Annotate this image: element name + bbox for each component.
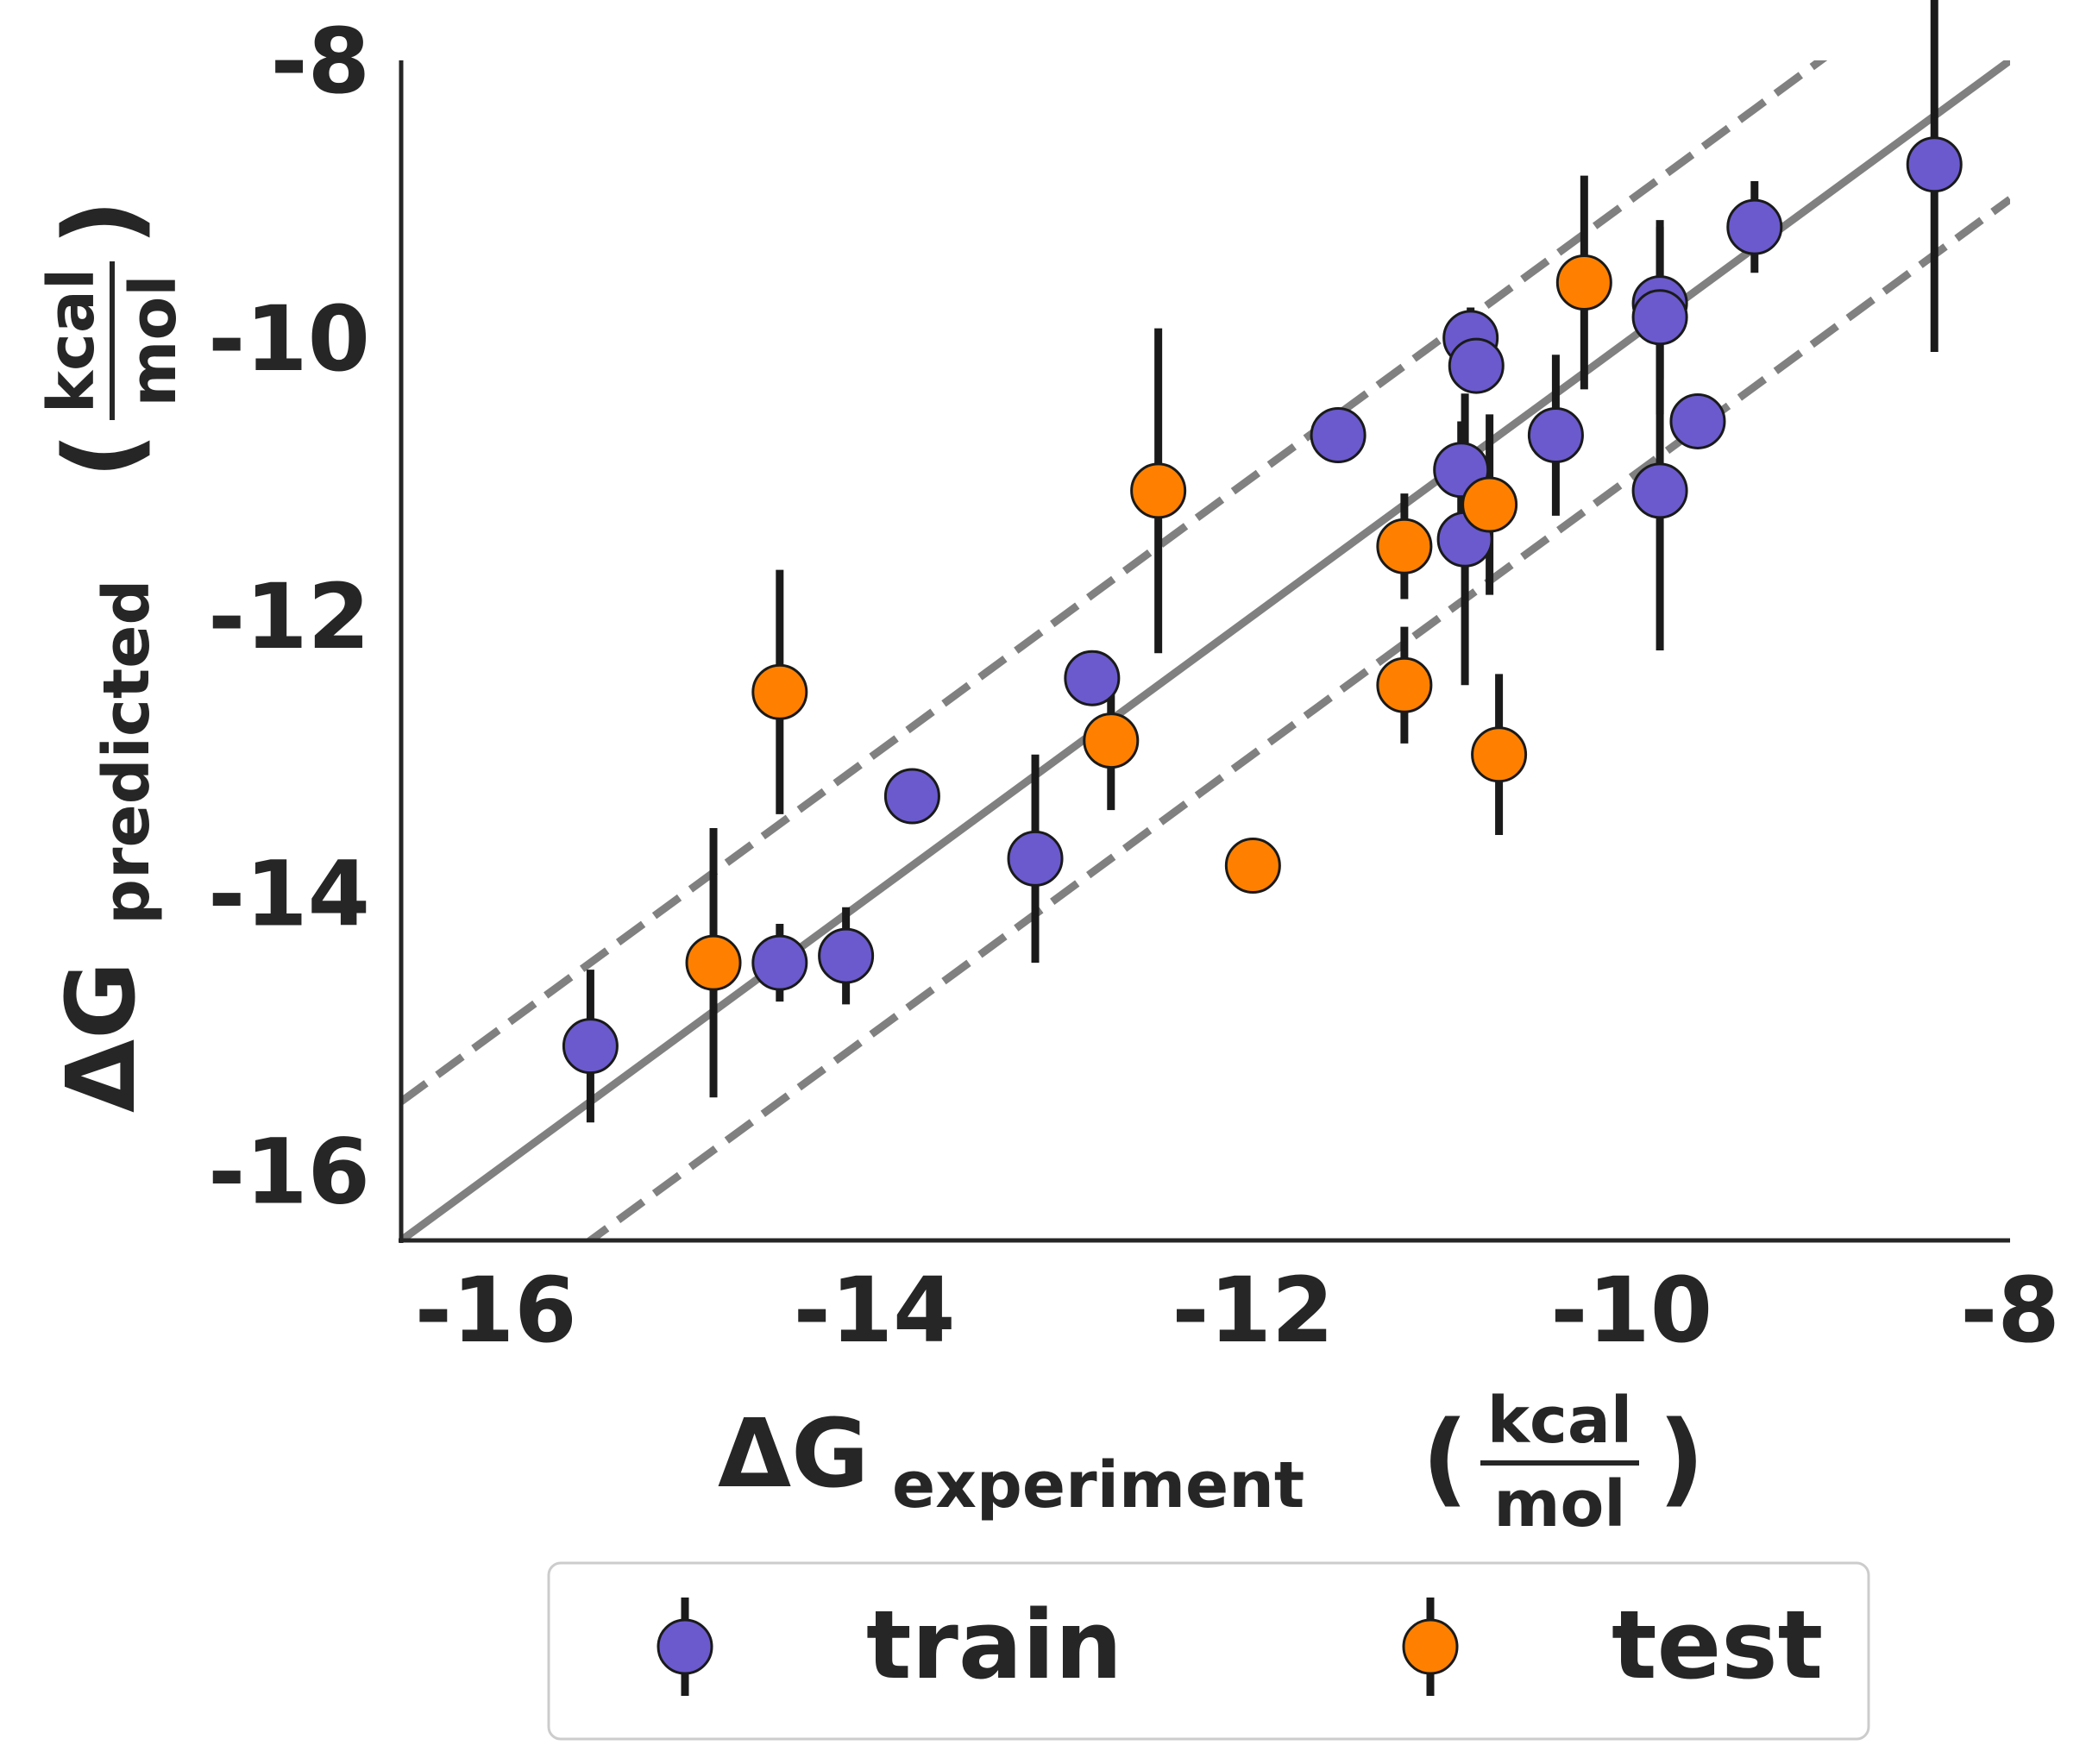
train-point [883, 768, 940, 825]
test-point [1471, 726, 1528, 783]
test-point [1376, 518, 1433, 574]
x-axis-label-close-paren: ) [1658, 1398, 1705, 1517]
legend-test-label: test [1612, 1590, 1823, 1700]
x-tick-label: -16 [415, 1258, 577, 1363]
y-tick-labels: -16 -14 -12 -10 -8 [208, 9, 370, 1225]
test-point [685, 934, 742, 991]
axes [399, 60, 2010, 1243]
legend-train-label: train [866, 1590, 1122, 1700]
legend-test-marker [1402, 1618, 1459, 1675]
test-point [1555, 254, 1612, 311]
identity-line [401, 60, 2010, 1240]
train-point [1669, 392, 1726, 449]
x-axis-label-main: ΔG [718, 1398, 869, 1509]
legend-item-train: train [657, 1590, 1122, 1700]
train-point [818, 927, 875, 984]
lower-band-line [583, 196, 2010, 1240]
y-axis-unit-numerator: kcal [35, 268, 109, 413]
x-tick-label: -12 [1172, 1258, 1334, 1363]
legend-item-test: test [1402, 1590, 1823, 1700]
y-tick-label: -12 [208, 564, 370, 669]
y-axis-unit-denominator: mol [116, 274, 191, 406]
test-point [1083, 713, 1140, 769]
train-point [1527, 407, 1584, 464]
x-tick-label: -14 [794, 1258, 956, 1363]
train-point [1726, 198, 1783, 255]
legend-train-marker [657, 1618, 713, 1675]
x-axis-unit-numerator: kcal [1487, 1384, 1632, 1458]
y-axis-label-open-paren: ( [41, 432, 160, 479]
test-point [1224, 837, 1281, 894]
train-point [1631, 289, 1688, 346]
x-axis-label-sub: experiment [892, 1448, 1304, 1522]
data-points [562, 136, 1963, 1075]
legend: train test [547, 1561, 1870, 1741]
upper-band-line [401, 60, 1828, 1105]
x-tick-label: -8 [1960, 1258, 2060, 1363]
y-axis-label-close-paren: ) [41, 199, 160, 246]
train-point [751, 934, 808, 991]
train-point [1906, 136, 1963, 193]
x-axis-label: ΔG experiment ( kcal mol ) [718, 1384, 1705, 1541]
x-tick-label: -10 [1550, 1258, 1712, 1363]
train-point [1007, 830, 1064, 887]
legend-frame [547, 1561, 1870, 1741]
y-tick-label: -8 [270, 9, 370, 114]
test-point [1130, 462, 1187, 519]
x-tick-labels: -16 -14 -12 -10 -8 [415, 1258, 2060, 1363]
test-point [1376, 656, 1433, 713]
train-point [1064, 650, 1121, 706]
train-point [1631, 462, 1688, 519]
train-point [562, 1018, 619, 1075]
y-axis-label-sub: predicted [90, 580, 164, 925]
y-axis-label: ΔG predicted ( kcal mol ) [35, 199, 191, 1113]
test-point [1461, 476, 1518, 533]
y-tick-label: -16 [208, 1120, 370, 1225]
y-tick-label: -14 [208, 842, 370, 947]
y-axis-label-main: ΔG [46, 962, 156, 1113]
test-point [751, 663, 808, 720]
reference-lines [401, 60, 2010, 1240]
y-tick-label: -10 [208, 286, 370, 392]
x-axis-label-open-paren: ( [1422, 1398, 1468, 1517]
x-axis-unit-denominator: mol [1493, 1467, 1625, 1541]
train-point [1448, 337, 1505, 394]
train-point [1310, 407, 1367, 464]
